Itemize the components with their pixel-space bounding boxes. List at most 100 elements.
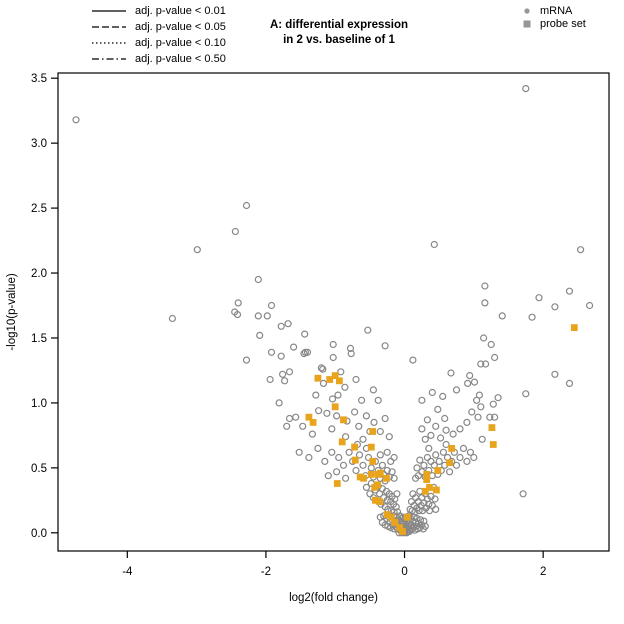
mrna-point: [480, 334, 488, 342]
mrna-point: [328, 448, 336, 456]
mrna-point: [233, 311, 242, 319]
mrna-point: [254, 275, 262, 284]
probe-set-point: [351, 456, 359, 464]
mrna-point: [168, 314, 176, 323]
mrna-point: [459, 444, 468, 452]
mrna-point: [430, 461, 438, 469]
mrna-point: [418, 521, 426, 529]
mrna-point: [352, 375, 360, 384]
x-axis-title: log2(fold change): [289, 592, 378, 604]
probe-set-point: [433, 486, 440, 494]
mrna-point: [494, 394, 502, 402]
y-axis-title: -log10(p-value): [6, 273, 18, 351]
mrna-point: [441, 414, 449, 423]
mrna-point: [381, 342, 389, 350]
probe-set-point: [367, 443, 375, 451]
mrna-point: [470, 378, 479, 386]
mrna-point: [528, 313, 536, 321]
mrna-point: [519, 490, 527, 498]
mrna-point: [342, 474, 350, 482]
probe-set-point: [426, 484, 433, 491]
mrna-point: [439, 392, 447, 400]
mrna-point: [466, 448, 474, 456]
mrna-point: [432, 505, 440, 513]
mrna-point: [366, 490, 374, 498]
chart-title-line-2: in 2 vs. baseline of 1: [283, 34, 395, 46]
mrna-point: [522, 390, 530, 398]
mrna-point: [358, 396, 366, 404]
probe-set-point: [448, 445, 456, 452]
mrna-point: [456, 453, 464, 462]
mrna-point: [317, 364, 325, 372]
probe-set-point: [326, 376, 334, 383]
mrna-point: [452, 386, 461, 394]
mrna-point: [374, 396, 382, 404]
mrna-point: [315, 407, 323, 415]
mrna-point: [463, 418, 471, 426]
mrna-point: [420, 461, 428, 469]
marker-legend-label: mRNA: [540, 4, 573, 17]
x-tick-label: 0: [401, 566, 407, 578]
mrna-point: [376, 427, 384, 436]
mrna-point: [364, 326, 372, 334]
mrna-point: [421, 522, 429, 530]
mrna-point: [301, 330, 309, 338]
mrna-point: [378, 461, 386, 469]
mrna-point: [491, 413, 499, 421]
probe-set-point: [369, 428, 377, 435]
mrna-point: [430, 240, 438, 249]
mrna-point: [393, 490, 401, 498]
mrna-point: [432, 422, 440, 430]
mrna-point: [231, 227, 239, 236]
mrna-point: [425, 444, 433, 452]
mrna-point: [487, 340, 495, 349]
mrna-point: [275, 399, 283, 407]
mrna-point: [565, 379, 574, 387]
solid-line-sample: [92, 10, 126, 12]
y-tick-label: 2.0: [31, 268, 47, 280]
mrna-point: [359, 435, 367, 443]
mrna-point: [285, 368, 294, 376]
probe-set-point: [383, 474, 390, 482]
probe-set-point: [331, 403, 339, 411]
mrna-point: [442, 440, 450, 449]
mrna-point: [427, 457, 435, 465]
mrna-point: [312, 391, 320, 399]
mrna-point: [263, 312, 271, 320]
y-tick-label: 3.0: [31, 138, 47, 150]
mrna-point: [477, 360, 485, 368]
mrna-point: [299, 422, 307, 430]
mrna-point: [414, 472, 422, 480]
mrna-point: [478, 435, 486, 443]
mrna-point: [411, 508, 419, 516]
mrna-point: [337, 368, 345, 376]
mrna-point: [439, 448, 447, 456]
probe-set-point: [360, 474, 367, 482]
marker-legend: mRNA probe set: [522, 4, 586, 30]
y-tick-label: 3.5: [31, 73, 47, 85]
probe-set-point: [351, 443, 358, 451]
probe-set-point: [403, 513, 411, 521]
mrna-point: [456, 425, 464, 433]
mrna-point: [362, 483, 370, 491]
mrna-point: [477, 403, 485, 411]
mrna-point: [446, 468, 454, 476]
mrna-point: [489, 400, 497, 408]
pvalue-legend-item: adj. p-value < 0.01: [92, 3, 226, 19]
pvalue-legend-item: adj. p-value < 0.50: [92, 51, 226, 67]
probe-set-point: [391, 519, 399, 526]
mrna-circle-icon: [524, 7, 530, 14]
probe-set-point: [421, 487, 429, 495]
probe-set-point: [570, 324, 578, 331]
mrna-point: [369, 386, 377, 394]
mrna-point: [329, 340, 337, 349]
pvalue-legend-label: adj. p-value < 0.01: [135, 5, 226, 17]
mrna-point: [333, 468, 341, 476]
mrna-point: [414, 520, 422, 528]
probe-set-point: [388, 513, 395, 521]
mrna-point: [277, 352, 285, 360]
mrna-point: [359, 461, 367, 469]
mrna-point: [301, 348, 309, 356]
